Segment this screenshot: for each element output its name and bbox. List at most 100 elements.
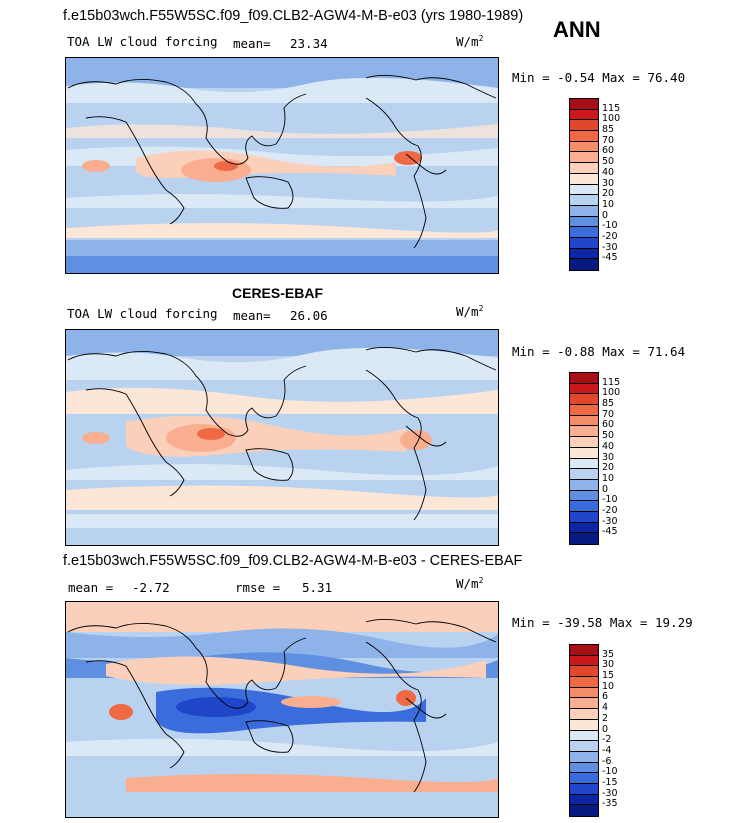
panel1-units: W/m2 [456, 34, 484, 50]
colorbar-swatch [570, 655, 598, 667]
colorbar-tick-label: 35 [602, 648, 615, 660]
colorbar-swatch [570, 719, 598, 731]
colorbar-swatch [570, 730, 598, 742]
season-annotation: ANN [553, 17, 601, 42]
colorbar-swatch [570, 152, 598, 164]
colorbar-tick-label: 70 [602, 408, 615, 420]
colorbar-swatch [570, 783, 598, 795]
colorbar-tick-label: 85 [602, 398, 615, 410]
colorbar-swatch [570, 163, 598, 174]
panel3-mean-label: mean = [68, 580, 114, 595]
panel1-minmax: Min = -0.54 Max = 76.40 [512, 70, 686, 85]
colorbar-tick-label: 50 [602, 156, 615, 168]
colorbar-tick-label: 115 [602, 376, 621, 388]
colorbar-swatch [570, 469, 598, 480]
colorbar-swatch [570, 109, 598, 121]
colorbar-tick-label: 40 [602, 440, 615, 452]
panel2-minmax: Min = -0.88 Max = 71.64 [512, 344, 686, 359]
panel2-units: W/m2 [456, 304, 484, 320]
colorbar-tick-label: -45 [602, 526, 618, 538]
colorbar-tick-label: -20 [602, 504, 618, 516]
panel2-title: CERES-EBAF [232, 285, 324, 301]
colorbar-tick-label: -6 [602, 755, 612, 767]
colorbar-tick-label: 50 [602, 430, 615, 442]
panel2-variable: TOA LW cloud forcing [67, 306, 218, 321]
colorbar-swatch [570, 522, 598, 534]
colorbar-swatch [570, 394, 598, 406]
colorbar-tick-label: 85 [602, 124, 615, 136]
panel3-mean-value: -2.72 [132, 580, 170, 595]
colorbar-swatch [570, 645, 598, 656]
colorbar-swatch [570, 773, 598, 784]
colorbar-tick-label: 10 [602, 680, 615, 692]
colorbar-tick-label: 30 [602, 451, 615, 463]
colorbar-swatch [570, 195, 598, 206]
colorbar-tick-label: 30 [602, 659, 615, 671]
colorbar-swatch [570, 533, 598, 544]
colorbar-swatch [570, 762, 598, 774]
panel1-mean-label: mean= [233, 36, 271, 51]
colorbar-swatch [570, 709, 598, 720]
colorbar-swatch [570, 687, 598, 699]
colorbar-tick-label: -45 [602, 252, 618, 264]
colorbar-tick-label: 20 [602, 188, 615, 200]
colorbar-tick-label: -15 [602, 776, 618, 788]
panel2-colorbar [569, 372, 599, 545]
colorbar-swatch [570, 458, 598, 470]
panel1-title: f.e15b03wch.F55W5SC.f09_f09.CLB2-AGW4-M-… [63, 8, 524, 24]
colorbar-swatch [570, 794, 598, 806]
colorbar-tick-label: 0 [602, 209, 609, 221]
colorbar-swatch [570, 415, 598, 427]
colorbar-tick-label: -35 [602, 798, 618, 810]
colorbar-swatch [570, 805, 598, 816]
colorbar-swatch [570, 216, 598, 228]
colorbar-swatch [570, 741, 598, 752]
colorbar-tick-label: 15 [602, 670, 615, 682]
colorbar-swatch [570, 447, 598, 459]
colorbar-tick-label: -20 [602, 230, 618, 242]
colorbar-tick-label: -30 [602, 241, 618, 253]
panel3-minmax: Min = -39.58 Max = 19.29 [512, 615, 693, 630]
colorbar-tick-label: 100 [602, 387, 621, 399]
colorbar-tick-label: -10 [602, 766, 618, 778]
panel3-rmse-label: rmse = [235, 580, 281, 595]
panel1-colorbar [569, 98, 599, 271]
colorbar-tick-label: 10 [602, 472, 615, 484]
panel2-mean-label: mean= [233, 308, 271, 323]
colorbar-swatch [570, 479, 598, 491]
panel2-mean-value: 26.06 [290, 308, 328, 323]
colorbar-swatch [570, 173, 598, 185]
colorbar-swatch [570, 184, 598, 196]
panel2-map [65, 329, 499, 546]
colorbar-tick-label: 6 [602, 691, 609, 703]
panel3-title: f.e15b03wch.F55W5SC.f09_f09.CLB2-AGW4-M-… [63, 553, 523, 569]
colorbar-tick-label: 10 [602, 198, 615, 210]
panel1-mean-value: 23.34 [290, 36, 328, 51]
colorbar-tick-label: -10 [602, 494, 618, 506]
colorbar-swatch [570, 437, 598, 448]
colorbar-swatch [570, 99, 598, 110]
colorbar-tick-label: 0 [602, 723, 609, 735]
colorbar-tick-label: -30 [602, 787, 618, 799]
colorbar-tick-label: 70 [602, 134, 615, 146]
panel1-map [65, 57, 499, 274]
colorbar-swatch [570, 237, 598, 249]
panel3-colorbar [569, 644, 599, 817]
colorbar-swatch [570, 501, 598, 512]
colorbar-tick-label: 60 [602, 419, 615, 431]
colorbar-swatch [570, 131, 598, 142]
colorbar-tick-label: 40 [602, 166, 615, 178]
colorbar-swatch [570, 259, 598, 270]
colorbar-tick-label: -10 [602, 220, 618, 232]
colorbar-tick-label: 115 [602, 102, 621, 114]
colorbar-swatch [570, 405, 598, 416]
colorbar-tick-label: 30 [602, 177, 615, 189]
colorbar-swatch [570, 248, 598, 260]
colorbar-tick-label: 100 [602, 113, 621, 125]
colorbar-swatch [570, 426, 598, 438]
colorbar-swatch [570, 511, 598, 523]
colorbar-swatch [570, 205, 598, 217]
colorbar-tick-label: 60 [602, 145, 615, 157]
colorbar-swatch [570, 227, 598, 238]
colorbar-tick-label: 2 [602, 712, 609, 724]
